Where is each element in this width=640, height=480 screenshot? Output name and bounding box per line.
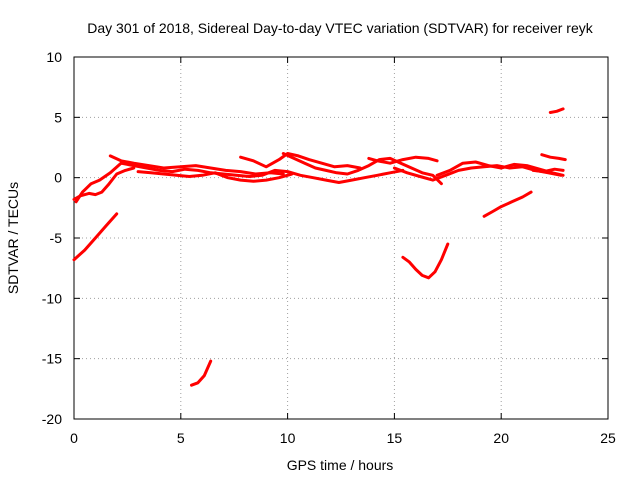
series-arc-3: [108, 154, 285, 176]
x-axis-label: GPS time / hours: [287, 457, 394, 473]
series-arc-4: [136, 170, 294, 183]
data-series: [72, 107, 567, 387]
x-tick-label: 10: [280, 430, 296, 446]
x-tick-label: 15: [387, 430, 403, 446]
series-arc-12: [72, 212, 119, 262]
y-axis-label: SDTVAR / TECUs: [5, 182, 21, 294]
series-arc-7: [367, 155, 439, 165]
axis-ticks: 0 5 10 15 20 25 -20 -15 -10 -5 0 5 10: [42, 49, 616, 446]
x-tick-label: 0: [70, 430, 78, 446]
x-tick-label: 20: [493, 430, 509, 446]
series-arc-10: [540, 153, 567, 162]
series-arc-1: [72, 166, 136, 201]
chart-title: Day 301 of 2018, Sidereal Day-to-day VTE…: [87, 20, 593, 36]
series-arc-2: [74, 161, 405, 204]
y-tick-label: -15: [42, 351, 62, 367]
x-tick-label: 5: [177, 430, 185, 446]
series-arc-5: [239, 152, 362, 170]
series-arc-14: [401, 242, 450, 280]
x-tick-label: 25: [600, 430, 616, 446]
y-tick-label: -20: [42, 411, 62, 427]
series-arc-6: [281, 152, 443, 186]
grid-lines: [74, 57, 608, 419]
series-arc-16: [548, 107, 565, 114]
series-arc-11: [531, 167, 565, 174]
y-tick-label: 0: [54, 170, 62, 186]
series-arc-13: [190, 359, 213, 387]
y-tick-label: 10: [46, 49, 62, 65]
series-arc-15: [482, 190, 533, 218]
y-tick-label: -5: [50, 230, 63, 246]
y-tick-label: 5: [54, 109, 62, 125]
y-tick-label: -10: [42, 290, 62, 306]
